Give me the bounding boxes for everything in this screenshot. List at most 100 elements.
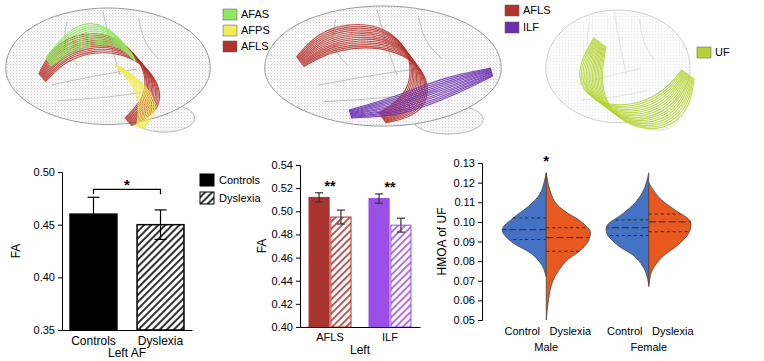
error-bar	[375, 194, 383, 203]
axis-title: Left AF	[108, 346, 146, 360]
bar	[70, 214, 117, 330]
tick-label: 0.05	[454, 314, 475, 326]
tract-fiber	[350, 71, 492, 113]
tick: 0.40	[272, 321, 300, 333]
tick-mark	[478, 320, 482, 321]
tick-mark	[58, 225, 62, 226]
legend-label: AFLS	[523, 4, 551, 16]
tract-fiber	[351, 76, 493, 118]
y-axis: 0.350.400.450.50	[34, 166, 63, 336]
annotation: *	[124, 176, 130, 193]
axis-title: HMOA of UF	[435, 207, 449, 275]
tick: 0.08	[454, 255, 482, 267]
legend-swatch	[223, 9, 237, 20]
category-label: Dyslexia	[652, 325, 694, 337]
tick: 0.35	[34, 324, 62, 336]
quartile-line	[546, 237, 589, 238]
tick: 0.42	[272, 298, 300, 310]
tick-label: ILF	[382, 331, 398, 343]
tick-mark	[58, 172, 62, 173]
error-bar	[397, 218, 405, 232]
tick: 0.52	[272, 182, 300, 194]
axis-line	[58, 173, 63, 331]
tick-label: 0.35	[34, 324, 55, 336]
tract-fiber	[351, 75, 493, 117]
error-bar	[155, 210, 167, 239]
error-bar	[337, 210, 345, 224]
tick-label: 0.40	[272, 321, 293, 333]
axis-title: FA	[9, 244, 23, 259]
brain	[546, 10, 690, 130]
y-axis: 0.050.060.070.080.090.100.110.120.13	[454, 157, 483, 326]
tick: 0.11	[454, 196, 482, 208]
quartile-line	[546, 227, 586, 228]
tick-label: 0.50	[272, 205, 293, 217]
tick-mark	[296, 327, 300, 328]
tick-label: 0.13	[454, 157, 475, 169]
category-label: Control	[607, 325, 642, 337]
tick: ILF	[382, 331, 398, 343]
brain-outline	[6, 8, 210, 124]
tick-mark	[58, 277, 62, 278]
legend-label: AFLS	[241, 40, 269, 52]
tick: 0.48	[272, 228, 300, 240]
tract-fiber	[351, 74, 493, 116]
sulcus	[640, 19, 654, 59]
bar	[137, 225, 184, 330]
tick-mark	[478, 222, 482, 223]
tick-label: 0.54	[272, 159, 293, 171]
error-cap	[155, 209, 167, 210]
sulcus	[318, 69, 418, 86]
sulcus	[418, 16, 442, 59]
bar	[331, 217, 351, 327]
tick: 0.13	[454, 157, 482, 169]
legend-label: AFPS	[241, 24, 270, 36]
error-cap	[315, 201, 323, 202]
error-stem	[378, 194, 379, 203]
tick-label: 0.45	[34, 219, 55, 231]
sulcus	[614, 13, 626, 75]
violin-half	[606, 173, 649, 285]
tick-mark	[478, 300, 482, 301]
legend-label: UF	[715, 46, 730, 58]
error-cap	[375, 193, 383, 194]
plot-area	[70, 214, 184, 330]
tick-mark	[478, 242, 482, 243]
tract-fiber	[49, 39, 135, 64]
quartile-line	[510, 239, 547, 240]
legend-label: AFAS	[241, 8, 269, 20]
tick-label: 0.52	[272, 182, 293, 194]
tract-fiber	[349, 70, 491, 112]
brain	[265, 6, 501, 134]
brain	[6, 8, 210, 132]
tick-mark	[478, 261, 482, 262]
quartile-line	[609, 235, 649, 236]
tick-mark	[478, 163, 482, 164]
category-label: Control	[505, 325, 540, 337]
tick-mark	[296, 234, 300, 235]
error-cap	[375, 203, 383, 204]
figure: AFASAFPSAFLSAFLSILFUF0.350.400.450.50Con…	[0, 0, 764, 361]
legend-swatch	[505, 5, 519, 16]
tick: 0.50	[34, 166, 62, 178]
tick: 0.54	[272, 159, 300, 171]
bar	[309, 197, 329, 327]
tract	[349, 68, 493, 118]
quartile-line	[513, 217, 546, 218]
legend-swatch	[200, 174, 214, 186]
error-bars	[87, 197, 166, 239]
tick-label: 0.50	[34, 166, 55, 178]
tick: 0.07	[454, 275, 482, 287]
error-bar	[315, 193, 323, 202]
tick-label: 0.48	[272, 228, 293, 240]
x-axis: AFLSILF	[301, 328, 421, 343]
axis-line	[296, 166, 301, 328]
annotation: **	[385, 179, 396, 195]
tract	[580, 38, 694, 129]
legend-swatch	[697, 47, 711, 58]
error-cap	[315, 192, 323, 193]
quartile-line	[502, 229, 546, 230]
tick-label: 0.08	[454, 255, 475, 267]
quartile-line	[649, 221, 691, 222]
error-stem	[93, 197, 94, 231]
